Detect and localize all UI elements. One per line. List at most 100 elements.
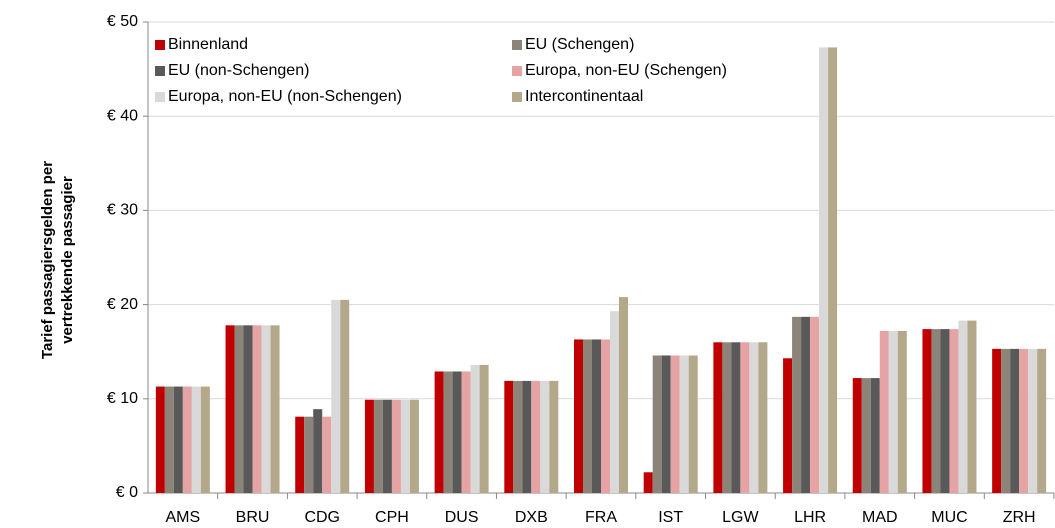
y-axis-label: vertrekkende passagier <box>59 176 76 344</box>
bar <box>897 330 907 493</box>
bar <box>870 378 880 493</box>
x-tick-label: ZRH <box>1003 509 1036 526</box>
bar <box>922 329 932 493</box>
bar <box>992 348 1002 493</box>
bar <box>958 320 968 493</box>
y-tick-label: € 30 <box>107 202 138 219</box>
bar <box>382 399 392 493</box>
bar <box>931 329 941 493</box>
bar <box>592 339 601 493</box>
x-tick-label: LHR <box>794 509 826 526</box>
bar <box>792 316 802 493</box>
bar <box>619 297 628 493</box>
bar <box>601 339 610 493</box>
bar <box>434 371 444 493</box>
bar <box>1028 348 1038 493</box>
bar <box>191 386 201 493</box>
bar <box>443 371 453 493</box>
bar <box>652 355 662 493</box>
bar <box>270 325 280 493</box>
bar <box>513 380 523 493</box>
bar <box>364 399 374 493</box>
legend-label: Europa, non-EU (non-Schengen) <box>168 88 402 105</box>
legend-label: Binnenland <box>168 36 248 53</box>
bar <box>828 47 838 494</box>
x-tick-label: AMS <box>166 509 201 526</box>
bar <box>331 299 341 493</box>
bar <box>549 380 559 493</box>
x-tick-label: LGW <box>722 509 759 526</box>
bar <box>679 355 689 493</box>
y-tick-label: € 40 <box>107 107 138 124</box>
bar <box>888 330 898 493</box>
bar <box>461 371 471 493</box>
x-tick-label: IST <box>658 509 683 526</box>
bar <box>949 329 959 493</box>
bar <box>731 342 741 493</box>
bar <box>1037 348 1047 493</box>
x-tick-label: MAD <box>862 509 898 526</box>
legend-swatch <box>155 66 165 76</box>
x-tick-label: CPH <box>375 509 409 526</box>
x-tick-label: CDG <box>304 509 340 526</box>
x-tick-label: BRU <box>236 509 270 526</box>
legend-swatch <box>512 40 522 50</box>
bar <box>504 380 514 493</box>
bar <box>713 342 723 493</box>
legend-label: Europa, non-EU (Schengen) <box>525 62 727 79</box>
bar <box>967 320 977 493</box>
bar <box>531 380 541 493</box>
bar <box>783 358 793 493</box>
bar <box>1010 348 1020 493</box>
legend-swatch <box>155 92 165 102</box>
bar <box>801 316 811 493</box>
bar <box>574 339 583 493</box>
bar <box>722 342 732 493</box>
bar <box>409 399 419 493</box>
bar <box>810 316 820 493</box>
bar <box>313 409 323 493</box>
bar <box>225 325 235 493</box>
bar <box>1001 348 1011 493</box>
bar <box>879 330 889 493</box>
bar <box>452 371 462 493</box>
bar <box>661 355 671 493</box>
x-tick-label: FRA <box>585 509 617 526</box>
legend-swatch <box>512 66 522 76</box>
bar <box>479 364 489 493</box>
legend-label: EU (non-Schengen) <box>168 62 309 79</box>
bar <box>173 386 183 493</box>
bar <box>940 329 950 493</box>
legend-label: Intercontinentaal <box>525 88 643 105</box>
bar <box>522 380 532 493</box>
bar <box>852 378 862 493</box>
bar <box>164 386 174 493</box>
bar <box>540 380 550 493</box>
bar <box>688 355 698 493</box>
bar <box>340 299 350 493</box>
bar <box>304 416 314 493</box>
bar <box>670 355 680 493</box>
bar <box>819 47 829 494</box>
bar <box>400 399 410 493</box>
x-tick-label: MUC <box>931 509 967 526</box>
legend-swatch <box>155 40 165 50</box>
bar <box>643 472 653 493</box>
bar <box>373 399 383 493</box>
legend-label: EU (Schengen) <box>525 36 634 53</box>
bar <box>1019 348 1029 493</box>
bar <box>470 364 480 493</box>
bar <box>234 325 244 493</box>
bar <box>295 416 305 493</box>
legend-swatch <box>512 92 522 102</box>
y-tick-label: € 10 <box>107 390 138 407</box>
bar <box>322 416 332 493</box>
bar <box>155 386 165 493</box>
y-tick-label: € 0 <box>116 484 138 501</box>
bar <box>861 378 871 493</box>
y-tick-label: € 50 <box>107 13 138 30</box>
bar <box>758 342 768 493</box>
x-tick-label: DXB <box>515 509 548 526</box>
bar <box>252 325 262 493</box>
